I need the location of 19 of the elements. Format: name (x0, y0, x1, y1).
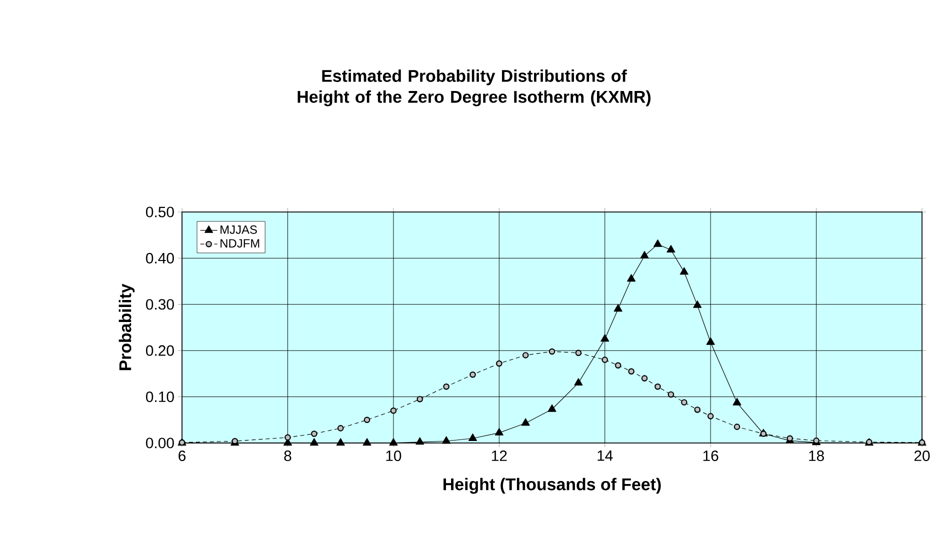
y-tick-label: 0.40 (146, 252, 174, 264)
x-tick-label: 12 (492, 450, 507, 461)
y-tick-label: 0.20 (146, 345, 174, 356)
y-tick-label: 0.30 (146, 299, 174, 310)
y-tick-label: 0.00 (146, 438, 174, 448)
y-tick-label: 0.10 (146, 391, 174, 402)
x-tick-label: 16 (703, 450, 718, 462)
x-axis-title: Height (Thousands of Feet) (444, 478, 661, 494)
y-axis-title: Probability (118, 284, 135, 370)
x-tick-label: 8 (284, 450, 292, 462)
chart-title: Estimated Probability Distributions of Height of the Zero Degree Isotherm (KXMR) (298, 70, 651, 106)
x-tick-label: 14 (598, 450, 613, 461)
y-tick-label: 0.50 (146, 206, 174, 218)
x-tick-label: 6 (178, 450, 186, 462)
x-tick-label: 20 (914, 450, 930, 462)
x-tick-label: 18 (809, 450, 824, 462)
legend-label: MJJAS (220, 225, 257, 234)
x-tick-label: 10 (386, 450, 402, 462)
legend-label: NDJFM (220, 239, 260, 248)
